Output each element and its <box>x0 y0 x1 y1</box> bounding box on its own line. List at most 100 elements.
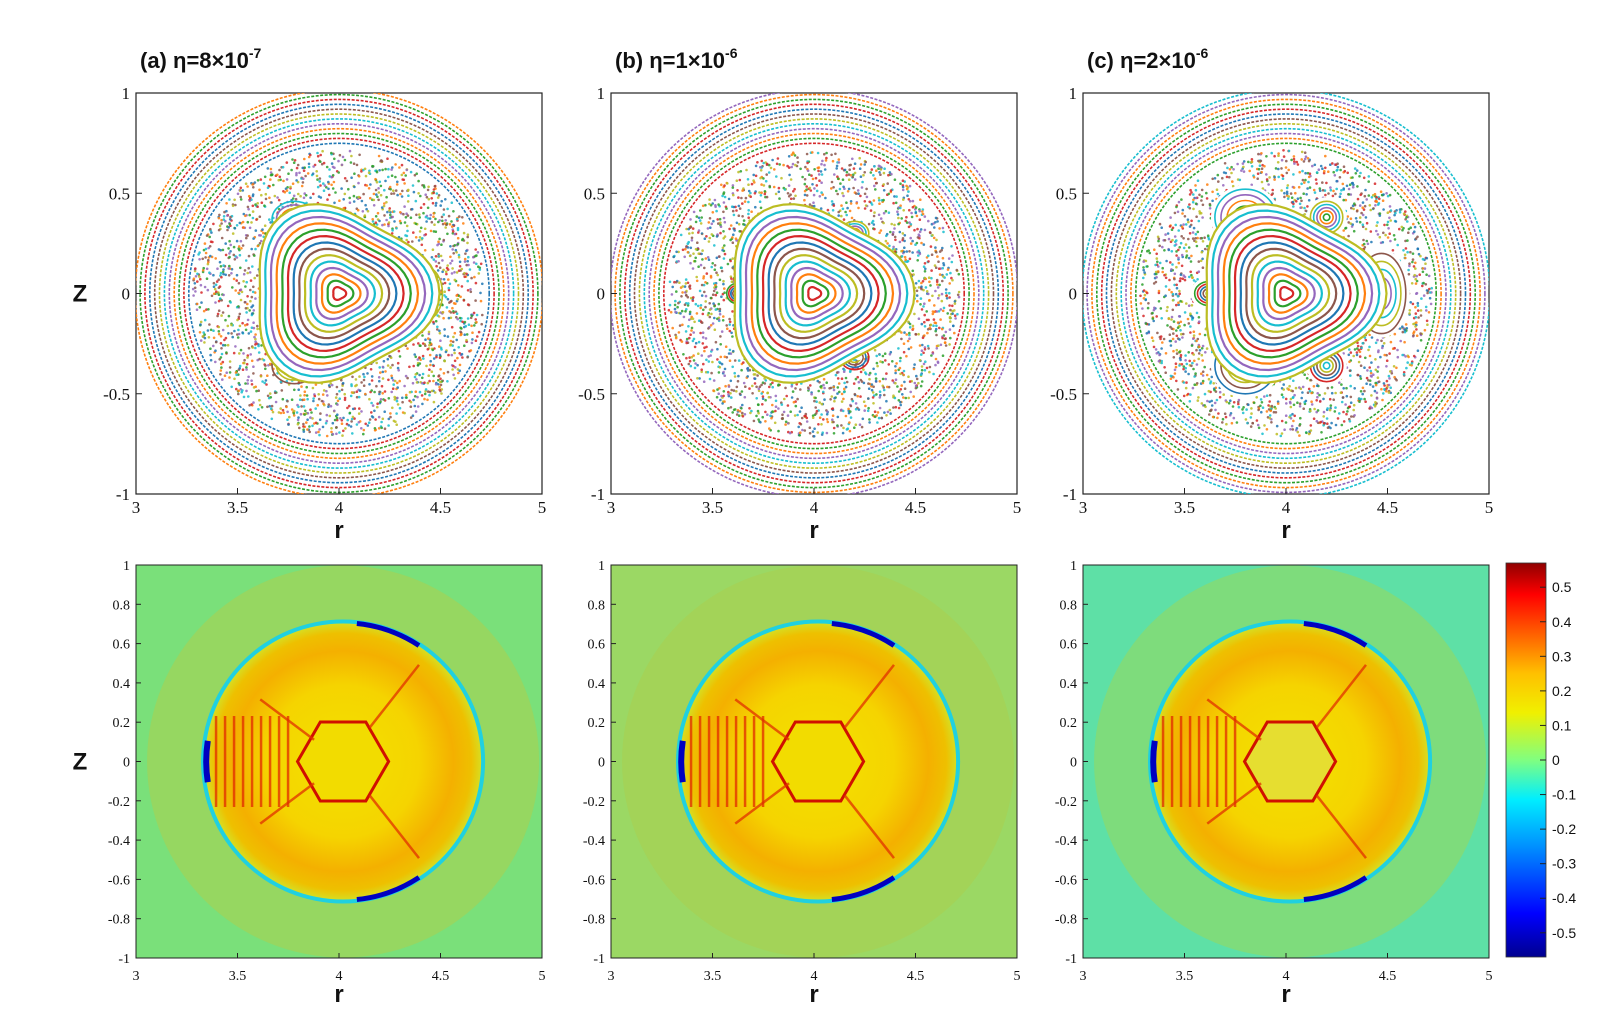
core-surface <box>332 286 348 301</box>
chaotic-point <box>760 159 764 163</box>
chaotic-point <box>441 219 444 223</box>
chaotic-point <box>285 178 289 181</box>
chaotic-point <box>710 233 714 236</box>
chaotic-point <box>302 169 306 172</box>
chaotic-point <box>198 306 202 309</box>
chaotic-point <box>454 310 458 314</box>
chaotic-point <box>204 251 208 255</box>
chaotic-point <box>478 268 482 271</box>
chaotic-point <box>439 383 443 387</box>
chaotic-point <box>877 196 881 200</box>
chaotic-point <box>245 280 248 284</box>
chaotic-point <box>279 411 283 415</box>
chaotic-point <box>380 206 384 209</box>
chaotic-point <box>731 365 734 369</box>
x-tick-label: 4.5 <box>430 498 451 517</box>
chaotic-point <box>357 195 361 199</box>
chaotic-point <box>860 425 864 429</box>
chaotic-point <box>409 400 413 404</box>
chaotic-point <box>890 222 893 226</box>
chaotic-point <box>905 260 909 264</box>
chaotic-point <box>914 206 918 209</box>
chaotic-point <box>933 226 936 229</box>
chaotic-point <box>815 409 819 413</box>
chaotic-point <box>376 211 380 215</box>
chaotic-point <box>383 390 387 393</box>
chaotic-point <box>346 406 349 410</box>
chaotic-point <box>221 270 225 274</box>
chaotic-point <box>333 409 336 413</box>
chaotic-point <box>246 382 249 385</box>
chaotic-point <box>302 398 306 402</box>
chaotic-point <box>447 214 451 218</box>
chaotic-point <box>343 398 347 402</box>
chaotic-point <box>701 312 705 316</box>
chaotic-point <box>431 248 435 251</box>
chaotic-point <box>764 420 767 423</box>
chaotic-point <box>223 338 226 342</box>
chaotic-point <box>783 397 786 401</box>
poincare-scatter-a <box>136 93 542 494</box>
chaotic-point <box>195 302 199 306</box>
chaotic-point <box>830 180 834 184</box>
chaotic-point <box>406 200 410 203</box>
chaotic-point <box>440 392 443 395</box>
chaotic-point <box>390 376 394 380</box>
chaotic-point <box>336 413 339 417</box>
chaotic-point <box>884 377 887 381</box>
chaotic-point <box>939 318 942 321</box>
chaotic-point <box>893 178 897 181</box>
chaotic-point <box>306 428 309 431</box>
chaotic-point <box>444 350 448 354</box>
chaotic-point <box>371 416 375 419</box>
chaotic-point <box>198 331 202 334</box>
chaotic-point <box>863 409 866 412</box>
chaotic-point <box>820 433 824 436</box>
chaotic-point <box>229 243 232 247</box>
chaotic-point <box>731 411 734 414</box>
chaotic-point <box>909 242 913 245</box>
chaotic-point <box>311 424 314 428</box>
chaotic-point <box>368 418 372 421</box>
chaotic-point <box>852 173 855 176</box>
chaotic-point <box>704 305 707 309</box>
chaotic-point <box>350 384 353 388</box>
chaotic-point <box>206 262 210 266</box>
chaotic-point <box>428 217 432 220</box>
chaotic-point <box>447 288 451 292</box>
chaotic-point <box>951 312 954 316</box>
chaotic-point <box>205 308 208 311</box>
chaotic-point <box>255 389 258 393</box>
chaotic-point <box>298 426 301 430</box>
chaotic-point <box>948 296 951 299</box>
chaotic-point <box>203 285 207 289</box>
chaotic-point <box>241 220 245 224</box>
chaotic-point <box>466 303 470 306</box>
chaotic-point <box>237 245 241 248</box>
chaotic-point <box>882 221 885 225</box>
chaotic-point <box>876 411 880 414</box>
chaotic-point <box>477 265 480 269</box>
chaotic-point <box>792 197 796 200</box>
chaotic-point <box>811 177 815 181</box>
chaotic-point <box>708 236 712 240</box>
chaotic-point <box>455 217 459 221</box>
chaotic-point <box>712 289 716 293</box>
chaotic-point <box>355 395 359 399</box>
chaotic-point <box>437 315 441 318</box>
chaotic-point <box>251 210 255 213</box>
chaotic-point <box>686 304 690 307</box>
chaotic-point <box>244 382 247 385</box>
chaotic-point <box>879 173 882 176</box>
chaotic-point <box>888 352 892 356</box>
chaotic-point <box>381 392 385 395</box>
chaotic-point <box>316 151 319 155</box>
chaotic-point <box>220 236 224 240</box>
chaotic-point <box>740 390 744 393</box>
chaotic-point <box>898 366 902 370</box>
chaotic-point <box>847 187 851 191</box>
chaotic-point <box>953 302 957 305</box>
chaotic-point <box>442 213 446 216</box>
chaotic-point <box>740 407 743 410</box>
chaotic-point <box>906 194 909 197</box>
